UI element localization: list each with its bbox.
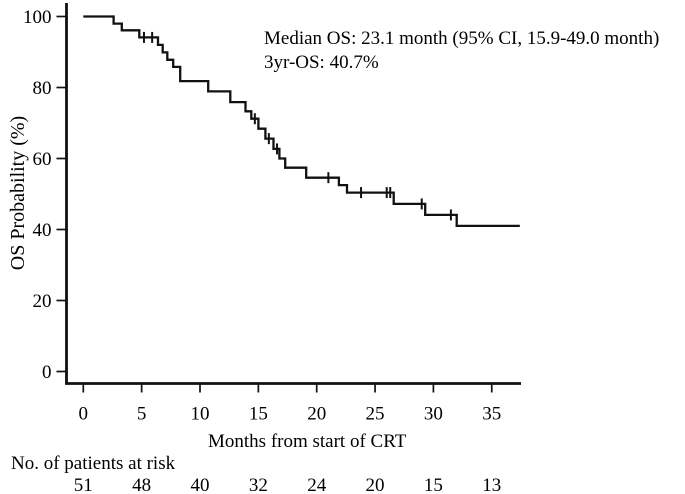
censor-marks [142,31,452,221]
survival-step-curve [83,15,520,228]
x-tick-label: 20 [307,404,326,425]
y-tick-label: 60 [33,149,52,170]
km-step-path [83,15,520,228]
risk-count: 15 [424,475,443,494]
risk-count: 51 [74,475,93,494]
x-axis-ticks: 0 5 10 15 20 25 30 35 [79,383,501,425]
y-tick-label: 80 [33,78,52,99]
x-tick-label: 35 [482,404,501,425]
x-tick-label: 25 [366,404,385,425]
y-tick-label: 20 [33,291,52,312]
risk-count: 40 [191,475,210,494]
stats-annotation: Median OS: 23.1 month (95% CI, 15.9-49.0… [264,27,659,76]
y-tick-label: 0 [42,362,52,383]
x-tick-label: 15 [249,404,268,425]
risk-count: 20 [366,475,385,494]
risk-table-label: No. of patients at risk [11,453,176,474]
risk-count: 32 [249,475,268,494]
risk-count: 48 [132,475,151,494]
x-axis-title: Months from start of CRT [208,431,407,452]
x-tick-label: 10 [191,404,210,425]
x-tick-label: 0 [79,404,89,425]
x-tick-label: 30 [424,404,443,425]
y-tick-label: 100 [23,7,52,28]
median-os-annotation: Median OS: 23.1 month (95% CI, 15.9-49.0… [264,28,660,49]
y-axis-ticks: 0 20 40 60 80 100 [23,7,67,383]
risk-count: 24 [307,475,327,494]
risk-count: 13 [482,475,501,494]
y-tick-label: 40 [33,220,52,241]
x-tick-label: 5 [137,404,147,425]
y-axis-title: OS Probability (%) [7,115,29,271]
3yr-os-annotation: 3yr-OS: 40.7% [264,52,379,74]
risk-table-counts: 51 48 40 32 24 20 15 13 [74,475,501,494]
